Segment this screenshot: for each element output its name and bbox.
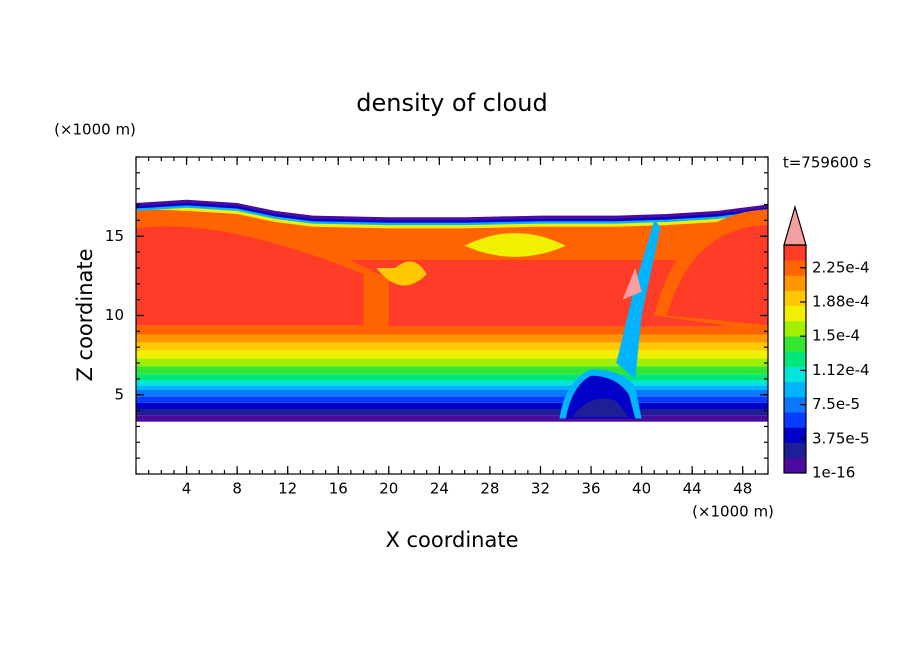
contour-band <box>136 366 768 375</box>
chart-title: density of cloud <box>356 89 547 117</box>
y-tick-label: 10 <box>105 306 124 324</box>
colorbar-band <box>784 381 806 398</box>
colorbar-band <box>784 351 806 367</box>
contour-band <box>136 396 768 403</box>
colorbar-band <box>784 412 806 428</box>
colorbar-band <box>784 336 806 352</box>
colorbar-extend <box>783 204 807 246</box>
contour-region <box>666 225 768 326</box>
colorbar-band <box>784 457 806 474</box>
colorbar-tick-label: 1.5e-4 <box>812 327 860 345</box>
contour-band <box>136 342 768 351</box>
x-tick-label: 32 <box>531 480 550 498</box>
contour-region <box>572 398 629 417</box>
colorbar-band <box>784 321 806 337</box>
colorbar-tick-label: 1.88e-4 <box>812 293 870 311</box>
contour-band <box>136 374 768 381</box>
x-tick-label: 28 <box>480 480 499 498</box>
y-axis-title: Z coordinate <box>73 248 97 381</box>
colorbar-band <box>784 245 806 261</box>
x-tick-label: 44 <box>683 480 702 498</box>
y-tick-label: 5 <box>114 385 124 403</box>
contour-band <box>136 415 768 422</box>
colorbar-tick-label: 1.12e-4 <box>812 361 870 379</box>
colorbar-band <box>784 290 806 307</box>
contour-band <box>136 409 768 416</box>
x-axis-title: X coordinate <box>385 528 518 552</box>
contour-band <box>136 350 768 359</box>
colorbar-band <box>784 275 806 291</box>
contour-band <box>136 385 768 390</box>
contour-region <box>376 261 427 286</box>
x-tick-label: 16 <box>329 480 348 498</box>
colorbar-tick-label: 1e-16 <box>812 464 855 482</box>
contour-peak <box>622 267 642 300</box>
colorbar-band <box>784 427 806 443</box>
contour-region <box>136 226 364 326</box>
y-tick-label: 15 <box>105 227 124 245</box>
colorbar-tick-label: 7.5e-5 <box>812 395 860 413</box>
x-tick-label: 40 <box>632 480 651 498</box>
contour-band <box>136 326 768 335</box>
contour-band <box>136 380 768 386</box>
y-unit: (×1000 m) <box>54 121 136 139</box>
x-unit: (×1000 m) <box>692 503 774 521</box>
x-tick-label: 36 <box>581 480 600 498</box>
colorbar-band <box>784 260 806 276</box>
contour-region <box>464 233 566 257</box>
colorbar-band <box>784 305 806 322</box>
colorbar-band <box>784 397 806 413</box>
time-annotation: t=759600 s <box>783 154 871 172</box>
x-tick-label: 48 <box>733 480 752 498</box>
contour-field <box>136 199 768 422</box>
contour-band <box>136 334 768 343</box>
x-tick-label: 4 <box>182 480 192 498</box>
x-tick-label: 24 <box>430 480 449 498</box>
x-tick-label: 12 <box>278 480 297 498</box>
contour-band <box>136 389 768 397</box>
contour-band <box>136 402 768 410</box>
contour-region <box>616 220 661 379</box>
colorbar-band <box>784 442 806 459</box>
x-tick-label: 8 <box>232 480 242 498</box>
colorbar-band <box>784 366 806 383</box>
x-tick-label: 20 <box>379 480 398 498</box>
colorbar-tick-label: 2.25e-4 <box>812 258 870 276</box>
colorbar-frame <box>783 244 807 474</box>
colorbar-tick-label: 3.75e-5 <box>812 429 870 447</box>
contour-band <box>136 358 768 367</box>
